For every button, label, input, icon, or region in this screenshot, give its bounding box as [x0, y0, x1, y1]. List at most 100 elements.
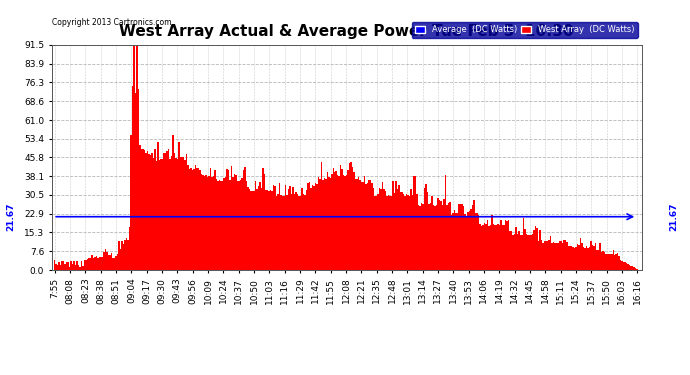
Bar [315, 183, 316, 270]
Bar [111, 254, 112, 270]
Bar [467, 212, 469, 270]
Bar [428, 204, 430, 270]
Bar [494, 225, 495, 270]
Bar [599, 243, 600, 270]
Bar [144, 150, 146, 270]
Bar [511, 231, 512, 270]
Bar [297, 194, 298, 270]
Bar [202, 174, 204, 270]
Bar [262, 168, 264, 270]
Bar [282, 196, 283, 270]
Bar [443, 199, 445, 270]
Bar [475, 213, 476, 270]
Bar [313, 186, 315, 270]
Bar [211, 177, 213, 270]
Bar [626, 263, 627, 270]
Bar [256, 189, 257, 270]
Bar [183, 158, 184, 270]
Bar [409, 196, 411, 270]
Bar [283, 196, 284, 270]
Bar [277, 194, 279, 270]
Bar [500, 220, 502, 270]
Bar [59, 262, 60, 270]
Bar [114, 258, 115, 270]
Bar [119, 241, 120, 270]
Bar [112, 258, 114, 270]
Bar [264, 174, 265, 270]
Bar [148, 154, 150, 270]
Bar [73, 261, 75, 270]
Bar [306, 190, 307, 270]
Bar [266, 190, 268, 270]
Bar [101, 257, 102, 270]
Bar [246, 182, 247, 270]
Bar [631, 266, 632, 270]
Bar [186, 154, 187, 270]
Bar [375, 196, 376, 270]
Bar [137, 45, 138, 270]
Bar [95, 256, 96, 270]
Bar [581, 243, 582, 270]
Bar [177, 159, 178, 270]
Bar [159, 160, 160, 270]
Text: 21.67: 21.67 [6, 202, 15, 231]
Bar [517, 234, 518, 270]
Bar [367, 183, 368, 270]
Bar [431, 196, 433, 270]
Bar [384, 189, 385, 270]
Bar [230, 166, 232, 270]
Bar [77, 261, 78, 270]
Bar [611, 254, 613, 270]
Bar [357, 179, 358, 270]
Bar [108, 255, 110, 270]
Bar [180, 158, 181, 270]
Bar [326, 172, 328, 270]
Bar [232, 177, 234, 270]
Bar [187, 165, 189, 270]
Bar [386, 196, 388, 270]
Bar [457, 213, 458, 270]
Bar [618, 256, 620, 270]
Bar [578, 245, 580, 270]
Bar [508, 220, 509, 270]
Bar [485, 224, 486, 270]
Bar [632, 266, 633, 270]
Bar [430, 203, 431, 270]
Bar [568, 246, 569, 270]
Bar [86, 260, 87, 270]
Bar [69, 267, 70, 270]
Bar [407, 195, 409, 270]
Bar [569, 246, 571, 270]
Bar [437, 198, 439, 270]
Bar [503, 225, 504, 270]
Bar [257, 186, 259, 270]
Bar [439, 200, 440, 270]
Bar [128, 240, 129, 270]
Bar [204, 176, 205, 270]
Bar [171, 156, 172, 270]
Bar [553, 243, 554, 270]
Bar [120, 249, 121, 270]
Bar [151, 153, 152, 270]
Bar [123, 244, 124, 270]
Bar [448, 203, 449, 270]
Bar [539, 230, 541, 270]
Bar [521, 236, 522, 270]
Bar [559, 241, 560, 270]
Bar [244, 167, 246, 270]
Bar [608, 254, 609, 270]
Bar [213, 176, 214, 270]
Bar [422, 204, 424, 270]
Bar [452, 213, 454, 270]
Bar [190, 168, 192, 270]
Bar [61, 261, 63, 270]
Bar [623, 262, 624, 270]
Bar [480, 224, 481, 270]
Bar [442, 206, 443, 270]
Bar [142, 148, 144, 270]
Bar [572, 248, 573, 270]
Bar [239, 180, 241, 270]
Bar [595, 243, 596, 270]
Bar [192, 170, 193, 270]
Bar [404, 196, 406, 270]
